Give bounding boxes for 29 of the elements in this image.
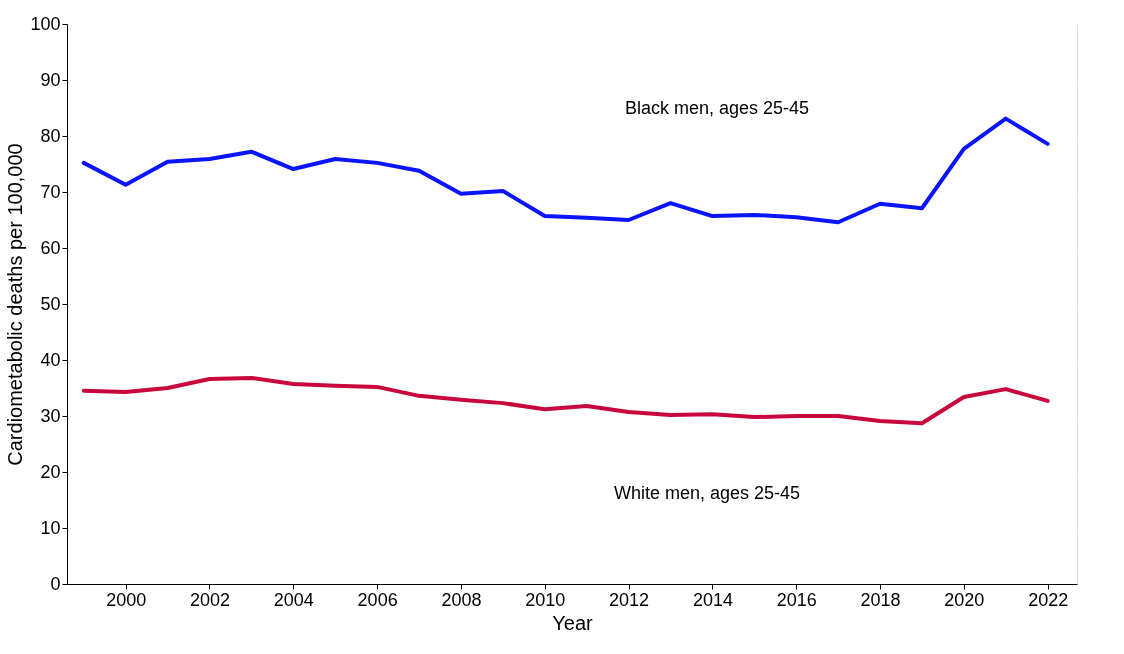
line-series <box>81 116 1050 225</box>
y-tick-label: 20 <box>40 461 61 482</box>
x-tick-label: 2002 <box>189 589 231 610</box>
y-axis-title: Cardiometabolic deaths per 100,000 <box>4 143 27 466</box>
annotation: White men, ages 25-45 <box>613 483 801 503</box>
x-tick-label: 2022 <box>1028 589 1069 610</box>
y-tick-label: 60 <box>40 237 61 258</box>
y-tick-label: 100 <box>30 13 61 34</box>
annotation: Black men, ages 25-45 <box>624 98 810 118</box>
x-tick-label: 2012 <box>609 589 650 610</box>
x-tick-label: 2014 <box>692 589 733 610</box>
x-tick-label: 2008 <box>441 589 482 610</box>
y-tick-label: 70 <box>40 181 61 202</box>
x-tick-label: 2018 <box>860 589 901 610</box>
y-tick-label: 0 <box>50 573 61 594</box>
y-tick-label: 90 <box>40 69 61 90</box>
y-tick-label: 10 <box>40 517 61 538</box>
x-tick-label: 2004 <box>273 589 314 610</box>
y-tick-label: 50 <box>40 293 61 314</box>
y-tick-label: 40 <box>40 349 61 370</box>
y-tick-label: 80 <box>40 125 61 146</box>
x-tick-label: 2000 <box>106 589 147 610</box>
x-tick-label: 2016 <box>776 589 817 610</box>
x-tick-label: 2020 <box>944 589 985 610</box>
x-tick-label: 2010 <box>525 589 566 610</box>
x-axis-title: Year <box>552 611 594 634</box>
line-series <box>81 375 1050 426</box>
y-tick-label: 30 <box>40 405 61 426</box>
x-tick-label: 2006 <box>357 589 398 610</box>
